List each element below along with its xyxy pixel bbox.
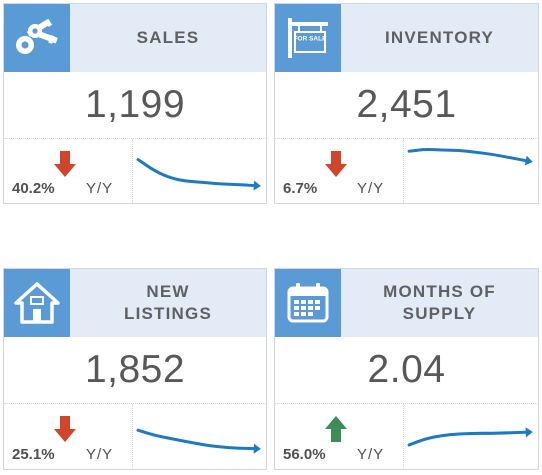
- trend-chart: [407, 148, 533, 166]
- change-percent: 56.0%: [283, 446, 326, 463]
- trend-chart: [136, 158, 261, 191]
- card-title: INVENTORY: [384, 28, 495, 47]
- up-arrow-icon: [325, 416, 347, 442]
- change-percent: 25.1%: [12, 446, 55, 463]
- months-of-supply-card: MONTHS OF SUPPLY 2.04 56.0% Y/Y: [274, 268, 539, 470]
- trend-line: [136, 158, 256, 188]
- card-footer: 56.0% Y/Y: [275, 403, 538, 469]
- inventory-card: FOR SALE INVENTORY 2,451 6.7% Y/Y: [274, 3, 539, 204]
- trend-sparkline: [405, 404, 538, 469]
- card-header: NEW LISTINGS: [4, 269, 266, 337]
- trend-sparkline: [134, 404, 266, 469]
- calendar-icon: [275, 269, 341, 337]
- change-percent: 40.2%: [12, 180, 55, 197]
- change-label: Y/Y: [357, 446, 385, 463]
- card-title: SALES: [136, 28, 200, 47]
- new-listings-card: NEW LISTINGS 1,852 25.1% Y/Y: [3, 268, 267, 470]
- trend-arrowhead: [524, 155, 533, 166]
- trend-line: [136, 428, 256, 451]
- keys-icon: [4, 4, 70, 72]
- change-cell: 25.1% Y/Y: [4, 404, 133, 469]
- trend-line: [407, 148, 528, 163]
- change-label: Y/Y: [357, 180, 385, 197]
- down-arrow-icon: [54, 151, 76, 177]
- trend-arrowhead: [525, 427, 533, 438]
- trend-sparkline: [405, 139, 538, 203]
- sign-text: FOR SALE: [294, 36, 328, 43]
- change-percent: 6.7%: [283, 180, 318, 197]
- card-header: SALES: [4, 4, 266, 72]
- card-value: 1,852: [84, 348, 186, 391]
- change-cell: 6.7% Y/Y: [275, 139, 404, 203]
- down-arrow-icon: [325, 151, 347, 177]
- trend-chart: [136, 428, 261, 454]
- card-value: 2.04: [367, 348, 446, 391]
- trend-sparkline: [134, 139, 266, 203]
- card-footer: 40.2% Y/Y: [4, 138, 266, 203]
- trend-chart: [407, 427, 533, 447]
- change-cell: 56.0% Y/Y: [275, 404, 404, 469]
- card-value: 1,199: [84, 83, 186, 126]
- trend-arrowhead: [253, 443, 261, 454]
- card-footer: 25.1% Y/Y: [4, 403, 266, 469]
- change-label: Y/Y: [86, 446, 114, 463]
- card-title: MONTHS OF SUPPLY: [383, 282, 496, 323]
- trend-line: [407, 430, 528, 447]
- card-header: FOR SALE INVENTORY: [275, 4, 538, 72]
- down-arrow-icon: [54, 416, 76, 442]
- change-cell: 40.2% Y/Y: [4, 139, 133, 203]
- card-value: 2,451: [356, 83, 457, 126]
- sales-card: SALES 1,199 40.2% Y/Y: [3, 3, 267, 204]
- card-title: NEW LISTINGS: [124, 282, 212, 323]
- for-sale-sign-icon: FOR SALE: [275, 4, 341, 72]
- card-footer: 6.7% Y/Y: [275, 138, 538, 203]
- house-icon: [4, 269, 70, 337]
- card-header: MONTHS OF SUPPLY: [275, 269, 538, 337]
- trend-arrowhead: [253, 180, 261, 191]
- change-label: Y/Y: [86, 180, 114, 197]
